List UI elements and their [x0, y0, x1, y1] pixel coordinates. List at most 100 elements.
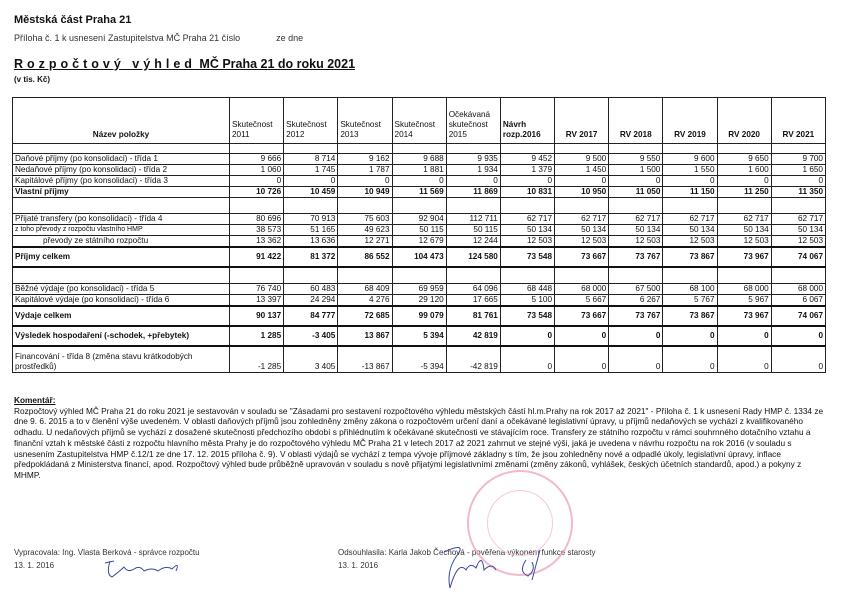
value-cell: 68 448: [499, 282, 556, 295]
value-cell: 49 623: [337, 224, 393, 236]
signature-berkova: [104, 560, 178, 578]
value-cell: 1 550: [662, 164, 718, 176]
value-cell: 1 285: [228, 324, 285, 346]
value-cell: 62 717: [716, 213, 772, 225]
column-header: RV 2020: [716, 97, 772, 144]
value-cell: 1 787: [337, 164, 393, 176]
value-cell: 9 688: [391, 153, 447, 165]
value-cell: 0: [554, 344, 610, 373]
stamp-emblem: [487, 490, 553, 556]
empty-cell: [337, 266, 393, 284]
table-row: Výsledek hospodaření (-schodek, +přebyte…: [12, 324, 827, 346]
value-cell: 0: [499, 344, 556, 373]
value-cell: 74 067: [770, 304, 827, 326]
row-label: Vlastní příjmy: [12, 186, 230, 198]
value-cell: 1 500: [608, 164, 664, 176]
value-cell: 68 409: [337, 282, 393, 295]
value-cell: 9 550: [608, 153, 664, 165]
value-cell: -3 405: [283, 324, 339, 346]
value-cell: 12 271: [337, 235, 393, 248]
value-cell: 12 244: [445, 235, 501, 248]
value-cell: 67 500: [608, 282, 664, 295]
budget-table: Název položky Skutečnost 2011 Skutečnost 2…: [12, 97, 827, 373]
column-header: Skutečnost 2014: [391, 97, 447, 144]
value-cell: 68 100: [662, 282, 718, 295]
empty-cell: [12, 143, 230, 154]
row-label: Kapitálové příjmy (po konsolidaci) - tří…: [12, 175, 230, 187]
value-cell: 0: [445, 175, 501, 187]
value-cell: 0: [283, 175, 339, 187]
comment-text: Rozpočtový výhled MČ Praha 21 do roku 20…: [14, 405, 824, 480]
attachment-line: Příloha č. 1 k usnesení Zastupitelstva M…: [14, 33, 303, 43]
signature-cechova: [443, 547, 541, 589]
value-cell: 11 250: [716, 186, 772, 198]
empty-cell: [337, 143, 393, 154]
value-cell: 0: [228, 175, 285, 187]
value-cell: 5 967: [716, 293, 772, 306]
value-cell: 0: [662, 324, 718, 346]
value-cell: 0: [608, 344, 664, 373]
table-row: Vlastní příjmy 10 726 10 459 10 949 11 569 11…: [12, 186, 827, 198]
value-cell: 72 685: [337, 304, 393, 326]
empty-cell: [283, 266, 339, 284]
row-label: Výsledek hospodaření (-schodek, +přebyte…: [12, 324, 230, 346]
value-cell: 6 267: [608, 293, 664, 306]
value-cell: 10 831: [499, 186, 556, 198]
blank-row: [12, 197, 827, 214]
empty-cell: [391, 197, 447, 214]
value-cell: 9 650: [716, 153, 772, 165]
value-cell: 73 548: [499, 304, 556, 326]
row-label: převody ze státního rozpočtu: [12, 235, 230, 248]
value-cell: 10 726: [228, 186, 285, 198]
value-cell: 5 100: [499, 293, 556, 306]
value-cell: 4 276: [337, 293, 393, 306]
value-cell: 74 067: [770, 246, 827, 268]
empty-cell: [228, 197, 285, 214]
value-cell: 9 162: [337, 153, 393, 165]
value-cell: 50 134: [716, 224, 772, 236]
value-cell: 0: [662, 344, 718, 373]
value-cell: 0: [499, 175, 556, 187]
empty-cell: [716, 197, 772, 214]
row-label: Běžné výdaje (po konsolidaci) - třída 5: [12, 282, 230, 295]
empty-cell: [337, 197, 393, 214]
value-cell: 1 934: [445, 164, 501, 176]
column-header: RV 2018: [608, 97, 664, 144]
unit-label: (v tis. Kč): [14, 75, 51, 84]
value-cell: 13 636: [283, 235, 339, 248]
empty-cell: [608, 197, 664, 214]
value-cell: 0: [337, 175, 393, 187]
row-label: z toho převody z rozpočtu vlastního HMP: [12, 224, 230, 236]
value-cell: 0: [716, 344, 772, 373]
value-cell: 5 394: [391, 324, 447, 346]
table-row: z toho převody z rozpočtu vlastního HMP 3…: [12, 224, 827, 236]
value-cell: 11 869: [445, 186, 501, 198]
attachment-date: ze dne: [276, 33, 304, 43]
empty-cell: [554, 197, 610, 214]
column-header: RV 2017: [554, 97, 610, 144]
empty-cell: [283, 197, 339, 214]
attachment-text: Příloha č. 1 k usnesení Zastupitelstva M…: [14, 33, 241, 43]
header-row: Název položky Skutečnost 2011 Skutečnost 2…: [12, 97, 827, 144]
value-cell: 10 950: [554, 186, 610, 198]
blank-row: [12, 266, 827, 284]
row-label: Výdaje celkem: [12, 304, 230, 326]
value-cell: 1 745: [283, 164, 339, 176]
empty-cell: [608, 266, 664, 284]
empty-cell: [499, 197, 556, 214]
value-cell: 12 679: [391, 235, 447, 248]
value-cell: 42 819: [445, 324, 501, 346]
value-cell: 73 867: [662, 304, 718, 326]
value-cell: 38 573: [228, 224, 285, 236]
value-cell: 5 767: [662, 293, 718, 306]
value-cell: 0: [770, 344, 827, 373]
row-label: Nedaňové příjmy (po konsolidaci) - třída…: [12, 164, 230, 176]
comment-section: Komentář: Rozpočtový výhled MČ Praha 21 …: [14, 395, 829, 481]
value-cell: -1 285: [228, 344, 285, 373]
value-cell: 0: [608, 324, 664, 346]
value-cell: 3 405: [283, 344, 339, 373]
value-cell: 11 150: [662, 186, 718, 198]
value-cell: 62 717: [662, 213, 718, 225]
empty-cell: [12, 197, 230, 214]
